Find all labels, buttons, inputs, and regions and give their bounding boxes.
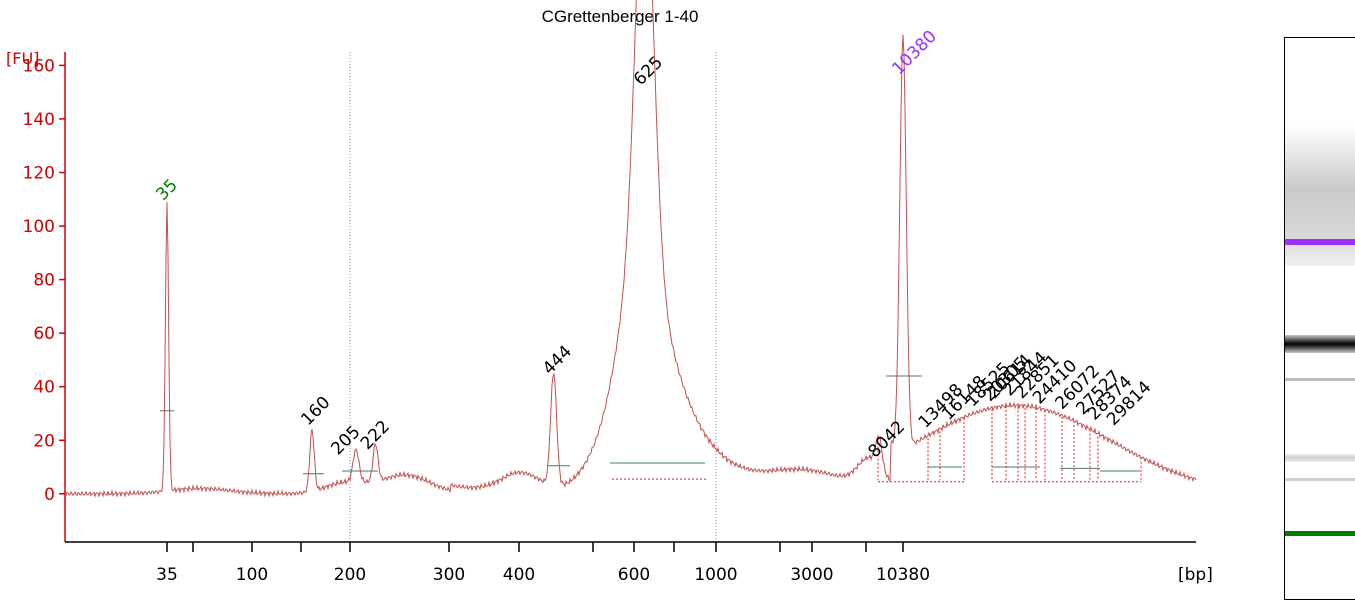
x-tick-label: 200: [334, 565, 366, 585]
x-axis: 35 100 200 300 400 600 1000 3000 10380: [65, 541, 1196, 585]
x-axis-label: [bp]: [1178, 565, 1213, 585]
y-tick-label: 40: [33, 378, 55, 398]
y-tick-label: 80: [33, 271, 55, 291]
peak-label: 160: [297, 393, 334, 430]
peak-label: 8042: [864, 417, 909, 462]
electropherogram-trace: [64, 0, 1197, 498]
x-tick-label: 100: [236, 565, 268, 585]
gel-band-160: [1285, 478, 1355, 481]
gel-band-444: [1285, 378, 1355, 381]
peak-baselines: [160, 375, 1140, 475]
y-tick-label: 0: [44, 485, 55, 505]
y-tick-label: 100: [23, 217, 55, 237]
x-tick-label: 3000: [790, 565, 833, 585]
peak-label: 625: [630, 53, 667, 90]
gel-upper-marker-band: [1285, 239, 1355, 245]
x-tick-label: 300: [433, 565, 465, 585]
x-tick-label: 35: [156, 565, 178, 585]
y-tick-label: 160: [23, 56, 55, 76]
peak-label: 10380: [888, 27, 940, 79]
peak-label: 35: [152, 175, 181, 204]
y-tick-label: 120: [23, 163, 55, 183]
chart-title: CGrettenberger 1-40: [542, 7, 699, 26]
x-tick-label: 600: [618, 565, 650, 585]
y-axis: 0 20 40 60 80 100 120 140 160: [23, 52, 66, 542]
reference-lines: [349, 52, 717, 542]
x-tick-label: 1000: [694, 565, 737, 585]
gel-band-625: [1285, 335, 1355, 353]
smear-region: [612, 406, 1142, 483]
y-tick-label: 20: [33, 431, 55, 451]
gel-band-small: [1285, 454, 1355, 462]
y-axis-label: [FU]: [6, 49, 39, 68]
x-tick-label: 400: [503, 565, 535, 585]
peak-label: 444: [539, 342, 576, 379]
gel-smear: [1285, 126, 1355, 266]
y-tick-label: 60: [33, 324, 55, 344]
y-tick-label: 140: [23, 110, 55, 130]
x-tick-label: 10380: [876, 565, 930, 585]
peak-label: 222: [357, 417, 394, 454]
peak-labels: 3516020522244462580421038013498161481852…: [152, 27, 1155, 462]
gel-lower-marker-band: [1285, 531, 1355, 536]
gel-lane: [1284, 37, 1355, 600]
